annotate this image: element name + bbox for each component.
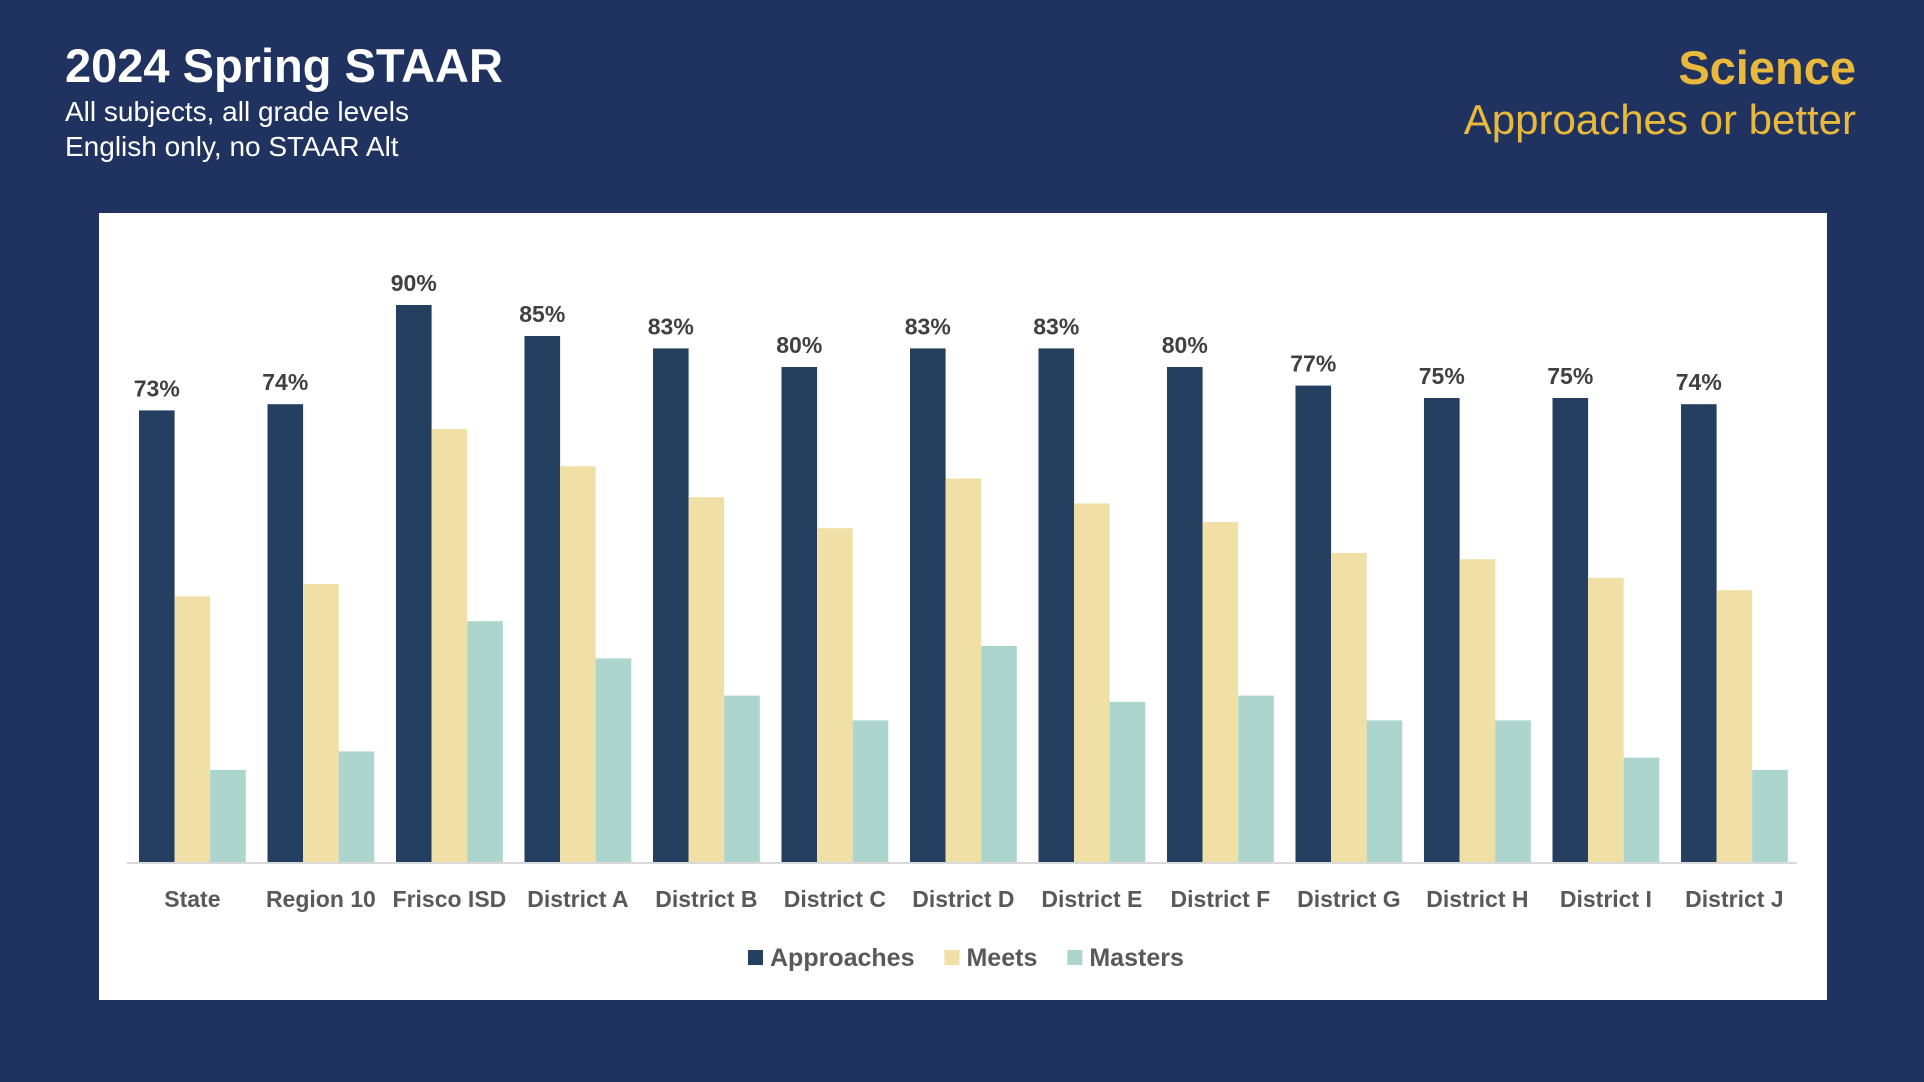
bar-approaches <box>1038 348 1075 863</box>
bar-approaches <box>910 348 946 863</box>
bar-meets <box>1459 559 1496 863</box>
bar-approaches <box>396 305 432 863</box>
data-label: 80% <box>1162 332 1208 358</box>
bar-meets <box>1716 590 1753 863</box>
bar-masters <box>852 720 889 863</box>
legend-swatch <box>1067 950 1083 965</box>
subject-label: Science <box>1678 41 1856 94</box>
data-label: 80% <box>776 332 822 358</box>
data-label: 83% <box>905 313 951 339</box>
x-tick-label: District G <box>1297 886 1401 912</box>
x-tick-label: Frisco ISD <box>393 886 507 912</box>
bar-masters <box>1366 720 1403 863</box>
measure-label: Approaches or better <box>1463 96 1856 143</box>
bar-meets <box>303 584 339 863</box>
data-label: 83% <box>1033 313 1079 339</box>
bar-approaches <box>653 348 689 863</box>
bar-masters <box>724 695 760 863</box>
data-label: 73% <box>134 375 180 401</box>
x-tick-label: District H <box>1426 886 1528 912</box>
bar-approaches <box>1295 385 1332 863</box>
legend-swatch <box>944 950 960 965</box>
page-title: 2024 Spring STAAR <box>65 39 503 92</box>
bar-approaches <box>1167 367 1203 863</box>
data-label: 90% <box>391 270 437 296</box>
bar-meets <box>431 429 468 863</box>
legend-label: Approaches <box>770 944 914 972</box>
x-tick-label: State <box>164 886 220 912</box>
subtitle-1: All subjects, all grade levels <box>65 96 409 127</box>
bar-meets <box>945 478 982 863</box>
data-label: 75% <box>1419 363 1465 389</box>
x-tick-label: District E <box>1041 886 1142 912</box>
bar-approaches <box>781 367 818 863</box>
bar-masters <box>1109 701 1146 863</box>
bar-meets <box>688 497 725 863</box>
bar-meets <box>1331 553 1367 863</box>
x-tick-label: District B <box>655 886 757 912</box>
bar-masters <box>338 751 375 863</box>
bar-approaches <box>1424 398 1460 863</box>
data-label: 85% <box>519 301 565 327</box>
x-tick-label: District C <box>784 886 886 912</box>
bar-meets <box>174 596 211 863</box>
bar-meets <box>1202 522 1239 863</box>
bar-masters <box>467 621 503 863</box>
bar-meets <box>1588 577 1624 863</box>
data-label: 83% <box>648 313 694 339</box>
bar-masters <box>1752 770 1788 863</box>
data-label: 75% <box>1547 363 1593 389</box>
bar-masters <box>981 646 1017 863</box>
bar-masters <box>1623 757 1660 863</box>
bar-meets <box>1074 503 1110 863</box>
x-tick-label: Region 10 <box>266 886 376 912</box>
bar-approaches <box>1681 404 1717 863</box>
data-label: 74% <box>262 369 308 395</box>
legend-label: Meets <box>966 944 1037 972</box>
bar-meets <box>817 528 853 863</box>
bar-masters <box>1238 695 1274 863</box>
bar-approaches <box>139 410 175 863</box>
x-tick-label: District J <box>1685 886 1783 912</box>
x-tick-label: District F <box>1171 886 1271 912</box>
bar-approaches <box>267 404 304 863</box>
bar-approaches <box>1552 398 1589 863</box>
bar-masters <box>1495 720 1531 863</box>
subtitle-2: English only, no STAAR Alt <box>65 131 399 162</box>
x-tick-label: District A <box>527 886 628 912</box>
x-tick-label: District I <box>1560 886 1652 912</box>
bar-meets <box>560 466 596 863</box>
bar-masters <box>210 770 246 863</box>
data-label: 74% <box>1676 369 1722 395</box>
x-tick-label: District D <box>912 886 1014 912</box>
legend-swatch <box>748 950 763 965</box>
data-label: 77% <box>1290 351 1336 377</box>
bar-approaches <box>524 336 561 863</box>
legend-label: Masters <box>1089 944 1184 972</box>
bar-masters <box>595 658 632 863</box>
